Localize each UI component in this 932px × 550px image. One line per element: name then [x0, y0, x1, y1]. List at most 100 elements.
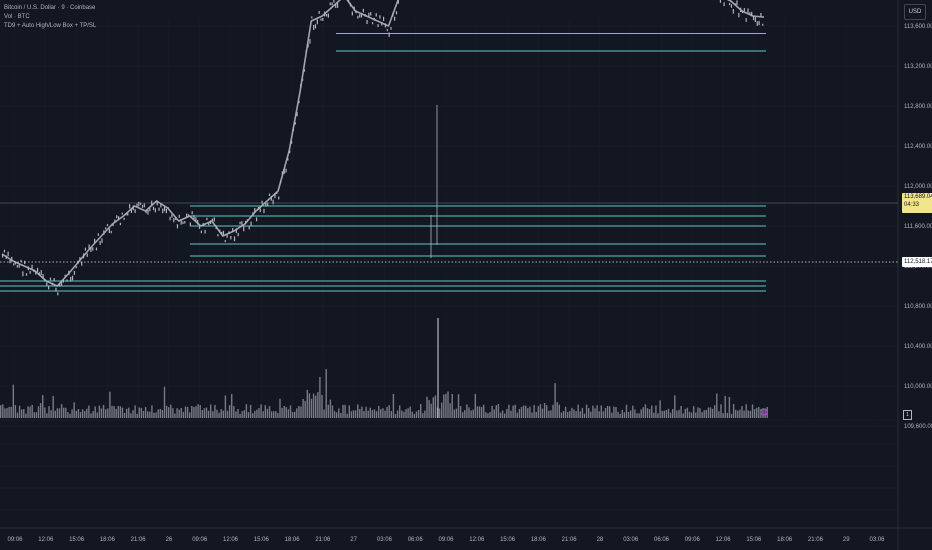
volume-bar	[663, 410, 665, 418]
volume-bar	[27, 406, 29, 418]
volume-bar	[113, 406, 115, 418]
candle	[760, 12, 762, 17]
volume-bar	[178, 409, 180, 418]
candle	[233, 236, 236, 242]
candle	[105, 227, 107, 230]
volume-bar	[497, 404, 500, 418]
volume-bar	[18, 405, 21, 418]
price-axis[interactable]: 116,800.00116,400.00116,000.00115,600.00…	[904, 0, 932, 430]
x-tick-label: 21:06	[131, 537, 147, 543]
candle	[64, 274, 66, 278]
volume-bar	[359, 409, 361, 418]
volume-bar	[659, 400, 661, 418]
volume-bar	[718, 411, 720, 418]
x-tick-label: 18:06	[100, 537, 116, 543]
candle	[736, 0, 738, 6]
volume-bar	[392, 393, 395, 418]
volume-bar	[237, 408, 239, 418]
candle	[730, 4, 733, 8]
currency-button[interactable]: USD	[904, 4, 926, 20]
volume-bar	[6, 408, 8, 418]
volume-indicator-label[interactable]: Vol · BTC	[4, 14, 30, 20]
volume-bar	[590, 411, 592, 418]
volume-bar	[319, 376, 321, 418]
x-tick-label: 29	[843, 537, 850, 543]
candle	[7, 251, 9, 257]
candle	[357, 15, 359, 19]
candle	[379, 15, 381, 19]
candle	[329, 2, 331, 6]
candle	[197, 219, 199, 225]
volume-bar	[260, 404, 262, 418]
candle	[106, 224, 109, 227]
price-line	[1, 0, 765, 287]
time-axis[interactable]: 09:06 12:06 15:06 18:06 21:06 26 09:06 12:06 15:…	[7, 537, 885, 543]
volume-bar	[159, 408, 161, 418]
volume-bar	[510, 410, 512, 418]
volume-bar	[676, 410, 678, 418]
candle	[395, 11, 398, 15]
candle	[193, 214, 195, 219]
candle	[298, 100, 300, 104]
volume-bar	[157, 409, 159, 418]
td9-indicator-label[interactable]: TD9 + Auto High/Low Box + TP/SL	[4, 23, 97, 29]
volume-bar	[588, 408, 590, 418]
candle	[256, 217, 258, 222]
volume-bar	[224, 395, 227, 418]
volume-bar	[279, 398, 281, 418]
volume-bar	[220, 409, 222, 418]
candle	[235, 228, 237, 234]
volume-bar	[315, 395, 317, 418]
volume-bar	[508, 404, 510, 418]
volume-bar	[449, 403, 451, 418]
volume-bar	[651, 405, 653, 418]
candle	[84, 247, 87, 251]
volume-bar	[382, 408, 384, 418]
volume-bar	[600, 405, 602, 418]
candle	[152, 206, 155, 211]
candle	[209, 220, 212, 224]
y-tick-label: 112,400.00	[904, 144, 932, 150]
candle	[392, 13, 394, 17]
volume-bar	[378, 405, 380, 418]
candle	[360, 12, 363, 18]
candle	[38, 272, 41, 276]
volume-bar	[621, 409, 623, 418]
candle	[278, 196, 280, 200]
volume-bar	[594, 408, 596, 418]
volume-bar	[321, 394, 323, 418]
volume-bar	[235, 411, 237, 418]
candle	[123, 217, 125, 220]
symbol-title[interactable]: Bitcoin / U.S. Dollar · 9 · Coinbase	[4, 5, 96, 11]
volume-bar	[25, 413, 27, 418]
volume-bar	[743, 410, 745, 418]
volume-bar	[58, 408, 61, 418]
candle	[268, 193, 271, 196]
volume-bar	[722, 413, 724, 418]
volume-bar	[44, 407, 46, 418]
volume-bar	[184, 406, 187, 418]
x-tick-label: 06:06	[654, 537, 670, 543]
candle	[88, 244, 90, 250]
candle	[281, 171, 283, 175]
volume-bar	[480, 407, 483, 418]
volume-bar	[14, 405, 17, 418]
volume-bar	[243, 410, 245, 418]
y-tick-label: 109,600.00	[904, 424, 932, 430]
candle	[270, 195, 272, 201]
volume-bar	[333, 411, 336, 418]
pane-number-badge[interactable]: 1	[903, 410, 912, 420]
candle	[206, 217, 208, 221]
y-tick-label: 111,600.00	[904, 224, 932, 230]
volume-bar	[758, 406, 760, 418]
volume-bar	[699, 408, 701, 418]
volume-bar	[541, 408, 544, 418]
volume-bar	[111, 405, 113, 418]
volume-bar	[151, 405, 153, 418]
candle	[335, 4, 337, 8]
candle	[110, 230, 112, 234]
volume-bar	[199, 405, 201, 418]
x-tick-label: 09:06	[685, 537, 701, 543]
candle	[397, 0, 399, 4]
